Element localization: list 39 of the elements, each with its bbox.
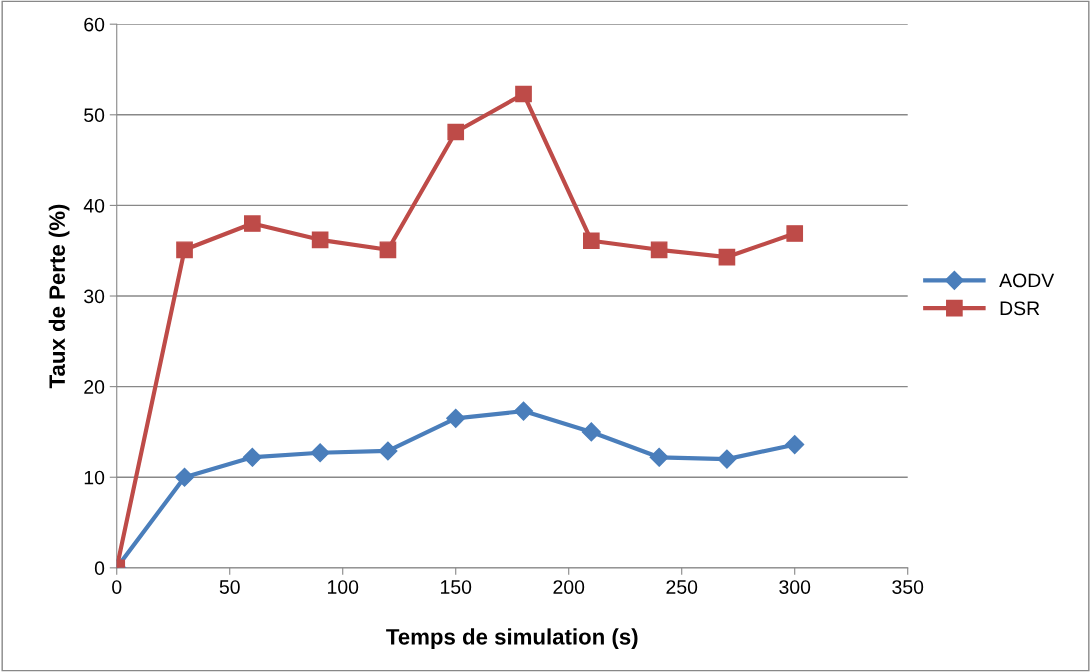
legend-label: DSR (1000, 301, 1040, 316)
point (446, 408, 466, 428)
x-tick-label: 50 (219, 580, 240, 594)
point (650, 241, 668, 259)
point (310, 443, 330, 463)
point (176, 241, 193, 259)
y-axis-title: Taux de Perte (%) (48, 204, 70, 389)
point (447, 123, 465, 141)
y-tick-label: 20 (84, 380, 105, 394)
point (718, 248, 736, 266)
point (649, 447, 669, 467)
x-tick-label: 350 (892, 580, 924, 594)
x-tick-label: 250 (666, 580, 698, 594)
point (581, 422, 601, 442)
point (786, 225, 804, 242)
point (379, 241, 397, 259)
point (243, 215, 261, 232)
point (582, 232, 600, 250)
x-tick-label: 150 (440, 580, 472, 594)
point (785, 435, 805, 455)
point (242, 447, 262, 467)
y-tick-label: 10 (84, 470, 105, 485)
x-tick-label: 0 (112, 580, 122, 594)
y-tick-label: 50 (84, 108, 105, 123)
legend-label: AODV (999, 273, 1055, 288)
point (717, 449, 737, 469)
point (513, 401, 534, 421)
x-tick-label: 300 (779, 580, 811, 594)
x-tick-label: 200 (553, 580, 585, 594)
point (175, 467, 195, 487)
y-tick-label: 0 (94, 561, 105, 576)
y-tick-label: 30 (84, 289, 105, 304)
point (311, 231, 329, 249)
y-tick-label: 60 (84, 17, 105, 32)
x-axis-title: Temps de simulation (s) (386, 628, 638, 650)
point (515, 85, 532, 103)
x-tick-label: 100 (327, 580, 359, 594)
y-tick-label: 40 (83, 198, 105, 213)
point (378, 441, 398, 461)
